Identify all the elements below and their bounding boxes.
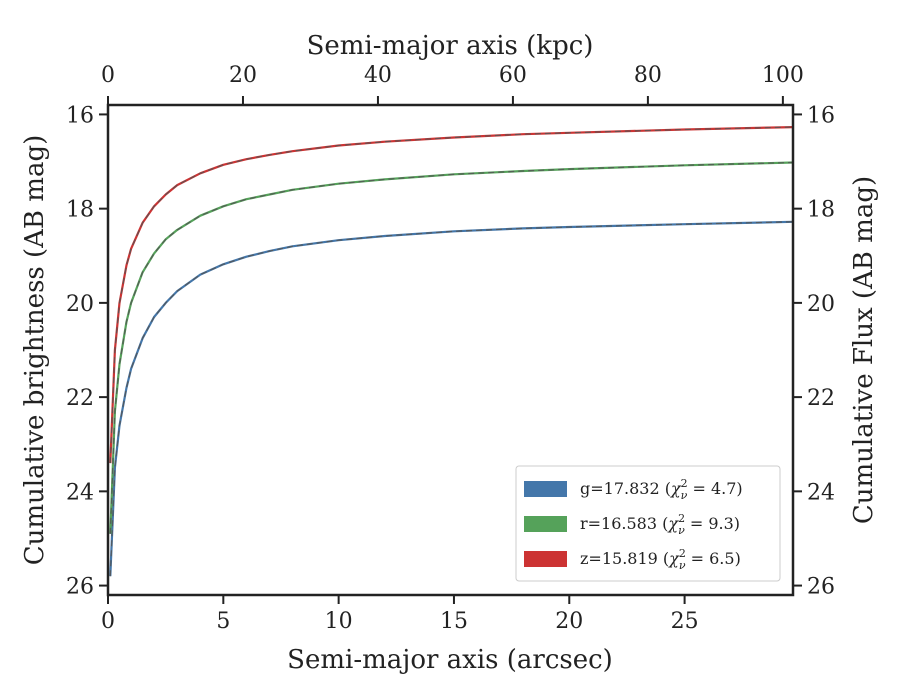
plot-lines: [109, 126, 794, 577]
top-x-tick-label: 0: [101, 63, 115, 88]
x-axis-label: Semi-major axis (arcsec): [287, 645, 613, 675]
series-fit-line-1: [109, 161, 794, 534]
legend-label-0: g=17.832 (χ2 ν = 4.7): [580, 477, 743, 502]
legend: g=17.832 (χ2 ν = 4.7) r=16.583 (χ2 ν = 9.3)…: [515, 465, 781, 582]
top-x-axis-label: Semi-major axis (kpc): [307, 31, 594, 61]
y-tick-label: 26: [66, 575, 94, 600]
right-y-tick-label: 26: [807, 575, 835, 600]
x-tick-label: 10: [325, 609, 353, 634]
y-axis-label: Cumulative brightness (AB mag): [20, 135, 50, 566]
right-y-tick-label: 16: [807, 103, 835, 128]
right-y-tick-label: 24: [807, 480, 835, 505]
right-y-tick-label: 22: [807, 386, 835, 411]
y-tick-label: 20: [66, 292, 94, 317]
right-y-tick-label: 18: [807, 198, 835, 223]
top-x-tick-label: 100: [762, 63, 804, 88]
legend-label-1: r=16.583 (χ2 ν = 9.3): [580, 512, 740, 537]
x-tick-label: 25: [671, 609, 699, 634]
legend-swatch-1: [524, 516, 567, 532]
y-tick-label: 24: [66, 480, 94, 505]
x-tick-label: 20: [555, 609, 583, 634]
right-y-tick-label: 20: [807, 292, 835, 317]
x-tick-label: 15: [440, 609, 468, 634]
top-x-tick-label: 40: [364, 63, 392, 88]
plot-frame: [106, 103, 795, 597]
x-tick-label: 0: [101, 609, 115, 634]
series-fit-line-2: [109, 126, 794, 464]
right-y-axis-label: Cumulative Flux (AB mag): [849, 176, 879, 524]
top-x-tick-label: 20: [229, 63, 257, 88]
legend-swatch-2: [524, 551, 567, 567]
y-tick-label: 18: [66, 198, 94, 223]
top-x-tick-label: 60: [499, 63, 527, 88]
series-fit-line-0: [109, 221, 794, 577]
legend-swatch-0: [524, 481, 567, 497]
y-tick-label: 22: [66, 386, 94, 411]
axis-ticks: 0 5 10 15 20 250 20 40 60 80 100161820222426161820…: [66, 63, 835, 634]
legend-label-2: z=15.819 (χ2 ν = 6.5): [580, 547, 741, 572]
x-tick-label: 5: [216, 609, 230, 634]
legend-frame: [515, 465, 781, 582]
top-x-tick-label: 80: [634, 63, 662, 88]
y-tick-label: 16: [66, 103, 94, 128]
series-line-2: [109, 126, 794, 464]
